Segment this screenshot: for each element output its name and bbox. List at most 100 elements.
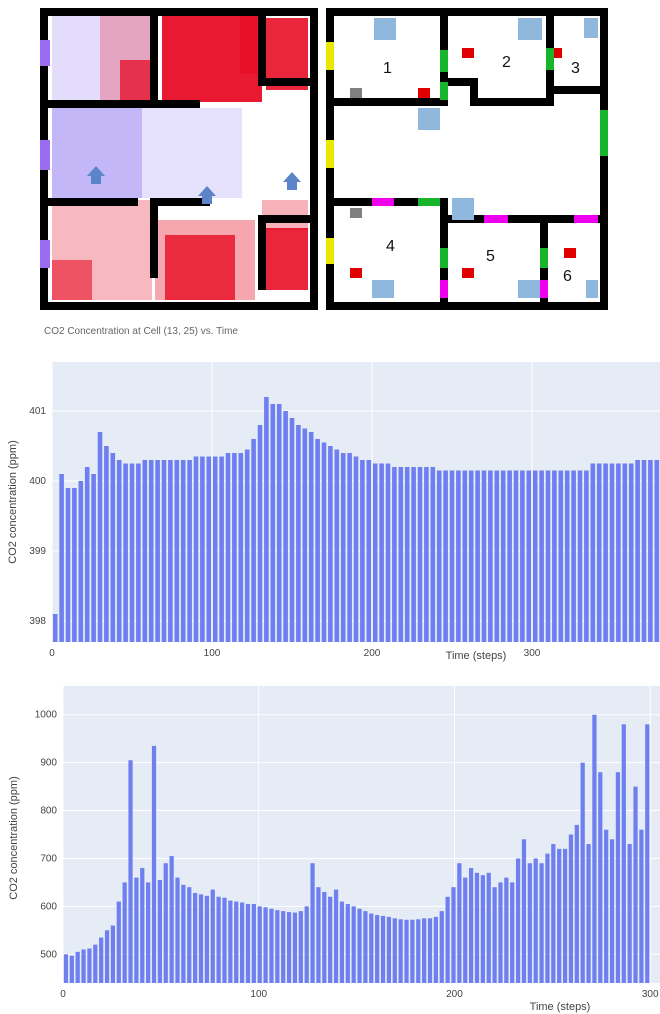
bar [558,470,564,642]
bar [210,889,215,983]
bar [360,460,365,642]
door-marker [440,82,448,100]
bar [155,460,160,642]
x-tick-label: 0 [49,648,55,659]
co2-chart-1: 398 399 400 401 0 100 200 300 CO2 concentratio… [7,362,660,662]
door-marker [540,280,548,298]
bar [187,460,192,642]
bar [357,908,362,983]
bar [622,463,628,642]
sensor-marker [462,48,474,58]
heatmap-region [52,108,142,198]
bar [116,901,121,983]
door-marker [546,48,554,70]
bar [245,903,251,983]
bar [577,470,583,642]
bar [104,446,109,642]
bar [292,912,298,983]
bar [97,432,103,642]
wall-segment [440,215,608,223]
bar [193,456,199,642]
wall-segment [258,8,266,78]
bar [398,919,403,983]
sensor-marker [564,248,576,258]
window-marker [374,18,396,40]
bar [648,460,653,642]
wall-segment [48,100,158,108]
bar [238,453,244,642]
door-marker [418,198,440,206]
bar [515,858,521,983]
bar [328,446,333,642]
bar [298,911,303,983]
bar [239,902,245,983]
bar [351,906,356,983]
bar [276,404,282,642]
bar [93,944,98,983]
y-tick-label: 600 [40,901,57,912]
wall-segment [334,98,444,106]
bar [615,772,621,983]
bar [598,772,603,983]
wall-segment [40,8,318,16]
bar [480,875,485,983]
y-tick-labels: 500 600 700 800 900 1000 [35,710,58,961]
bar [616,463,621,642]
bar [264,397,269,642]
bar [494,470,500,642]
bar [609,463,615,642]
bar [302,428,308,642]
bar [52,614,58,642]
sensor-marker [552,48,562,58]
bar [404,467,410,642]
bar [193,892,198,983]
wall-segment [600,8,608,310]
bar [385,463,391,642]
room-labels: 1 2 3 4 5 6 [383,54,580,285]
bar [200,456,205,642]
bar [641,460,647,642]
y-tick-label: 500 [40,949,57,960]
heatmap-region [162,14,262,102]
bar [161,460,167,642]
bar [551,844,556,983]
bar [463,877,468,983]
bar [492,887,497,983]
bar [251,903,256,983]
bar [486,872,491,983]
bar [449,470,455,642]
bar [628,463,634,642]
bar [63,954,69,983]
bar [584,470,589,642]
bar [372,463,378,642]
y-tick-label: 800 [40,806,57,817]
bar [110,925,116,983]
room-6-label: 6 [563,268,572,285]
wall-segment [106,198,136,206]
room-2-label: 2 [502,54,511,71]
bar [410,919,415,983]
bar [527,863,532,983]
co2-chart-2: 500 600 700 800 900 1000 0 100 200 300 CO2 conce… [8,686,660,1013]
bar [75,951,80,983]
y-tick-label: 1000 [35,710,58,721]
bar [545,853,550,983]
y-axis-title: CO2 concentration (ppm) [8,776,20,900]
bar [289,418,295,642]
bar [513,470,519,642]
bar [481,470,487,642]
inlet-marker [40,40,50,66]
airflow-arrow-icon [283,172,301,190]
bar [379,463,384,642]
bar [521,839,527,983]
wall-segment [258,215,266,290]
bar [91,474,96,642]
bar [564,470,570,642]
sensor-marker [462,268,474,278]
x-axis-title: Time (steps) [530,1001,591,1013]
bar [457,863,462,983]
wall-segment [326,8,608,16]
bar [244,449,250,642]
bar [404,919,409,983]
bar [219,456,224,642]
